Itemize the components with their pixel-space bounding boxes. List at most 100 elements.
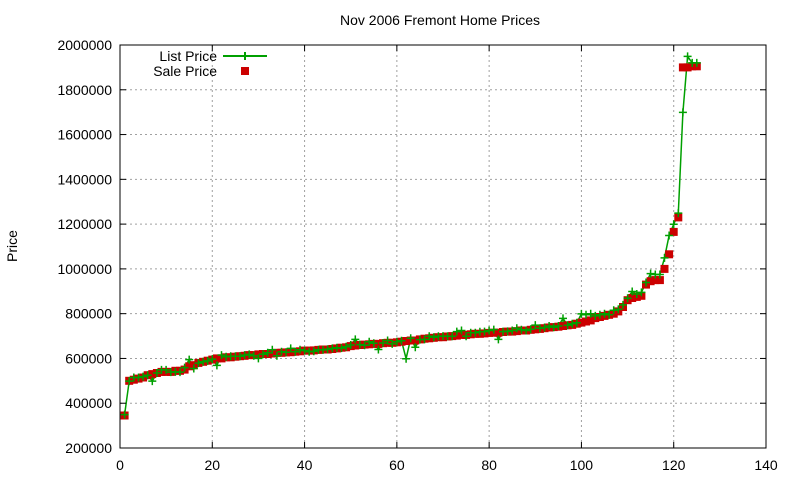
list-price-point bbox=[614, 305, 623, 314]
list-price-point bbox=[180, 363, 189, 372]
sale-price-point bbox=[655, 276, 664, 285]
list-price-point bbox=[655, 270, 664, 279]
list-price-point bbox=[125, 377, 134, 386]
list-price-point bbox=[162, 365, 171, 374]
list-price-point bbox=[203, 356, 212, 365]
list-price-point bbox=[471, 328, 480, 337]
list-price-point bbox=[540, 323, 549, 332]
sale-price-point bbox=[665, 250, 674, 259]
axis-ticks bbox=[119, 44, 767, 449]
grid-lines bbox=[120, 45, 766, 448]
list-price-point bbox=[632, 290, 641, 298]
list-price-point bbox=[263, 348, 272, 357]
list-price-point bbox=[457, 326, 466, 335]
list-price-point bbox=[660, 253, 669, 262]
list-price-point bbox=[485, 326, 494, 335]
list-price-point bbox=[526, 325, 535, 334]
legend: List Price Sale Price bbox=[153, 48, 267, 79]
x-tick-label: 80 bbox=[481, 457, 497, 473]
list-price-point bbox=[346, 341, 355, 349]
list-price-point bbox=[236, 352, 244, 361]
list-price-point bbox=[429, 333, 438, 342]
list-price-point bbox=[448, 332, 457, 341]
list-price-point bbox=[600, 309, 609, 318]
list-price-point bbox=[185, 355, 194, 364]
list-price-point bbox=[411, 343, 420, 352]
list-price-point bbox=[351, 335, 360, 344]
list-price-point bbox=[296, 345, 304, 354]
list-price-point bbox=[254, 354, 263, 363]
list-price-point bbox=[208, 355, 217, 364]
list-price-point bbox=[199, 357, 208, 366]
list-price-point bbox=[623, 294, 632, 303]
list-price-point bbox=[559, 314, 567, 323]
chart-title: Nov 2006 Fremont Home Prices bbox=[340, 12, 540, 28]
sale-price-point bbox=[678, 63, 687, 72]
list-price-point bbox=[189, 364, 198, 373]
list-price-point bbox=[152, 369, 161, 377]
sale-price-point bbox=[212, 354, 221, 363]
list-price-point bbox=[286, 344, 295, 353]
list-price-point bbox=[619, 300, 627, 309]
list-price-point bbox=[420, 335, 429, 344]
list-price-point bbox=[148, 377, 157, 386]
y-tick-label: 1200000 bbox=[57, 216, 112, 232]
list-price-point bbox=[300, 346, 309, 355]
list-price-point bbox=[323, 345, 332, 354]
list-price-point bbox=[508, 326, 517, 335]
sale-price-point bbox=[582, 317, 590, 326]
list-price-point bbox=[249, 351, 258, 360]
sale-price-point bbox=[646, 277, 655, 286]
list-price-point bbox=[637, 288, 646, 297]
x-tick-label: 0 bbox=[116, 457, 124, 473]
y-tick-label: 200000 bbox=[65, 440, 112, 456]
list-price-point bbox=[678, 108, 687, 117]
list-price-point bbox=[545, 322, 554, 330]
sale-price-point bbox=[374, 339, 383, 348]
list-price-point bbox=[489, 325, 498, 334]
sale-price-point bbox=[402, 337, 411, 345]
sale-price-point bbox=[586, 316, 595, 325]
list-price-point bbox=[120, 410, 129, 419]
list-price-point bbox=[309, 347, 318, 356]
list-price-point bbox=[245, 350, 254, 359]
list-price-point bbox=[337, 344, 346, 353]
list-price-point bbox=[642, 278, 650, 287]
sale-price-point bbox=[411, 336, 420, 345]
sale-price-point bbox=[531, 325, 540, 334]
list-price-point bbox=[217, 351, 226, 360]
list-price-point bbox=[572, 318, 581, 327]
list-price-point bbox=[139, 372, 148, 381]
sale-price-point bbox=[628, 294, 637, 302]
sale-price-point bbox=[651, 276, 660, 285]
list-price-point bbox=[272, 351, 281, 360]
x-tick-label: 40 bbox=[297, 457, 313, 473]
sale-price-point bbox=[674, 213, 683, 222]
plot-frame bbox=[119, 44, 767, 449]
list-price-point bbox=[609, 306, 618, 315]
list-price-point bbox=[665, 231, 674, 240]
list-price-point bbox=[674, 209, 683, 218]
legend-marker-sale-price bbox=[241, 67, 249, 75]
sale-price-point bbox=[185, 362, 194, 371]
list-price-point bbox=[365, 337, 374, 346]
list-price-point bbox=[462, 332, 471, 341]
y-tick-label: 600000 bbox=[65, 350, 112, 366]
series-points bbox=[120, 52, 701, 420]
list-price-point bbox=[586, 309, 595, 318]
y-tick-label: 800000 bbox=[65, 306, 112, 322]
list-price-point bbox=[522, 326, 531, 335]
list-price-point bbox=[392, 337, 401, 346]
list-price-point bbox=[683, 52, 692, 61]
list-price-point bbox=[531, 321, 540, 330]
legend-label-list-price: List Price bbox=[159, 48, 217, 64]
list-price-point bbox=[692, 58, 701, 67]
sale-price-point bbox=[457, 330, 466, 339]
list-price-point bbox=[582, 310, 590, 319]
list-price-point bbox=[646, 269, 655, 278]
list-price-point bbox=[282, 348, 291, 357]
list-price-point bbox=[669, 220, 678, 229]
sale-price-point bbox=[669, 227, 678, 236]
list-price-point bbox=[568, 319, 577, 328]
